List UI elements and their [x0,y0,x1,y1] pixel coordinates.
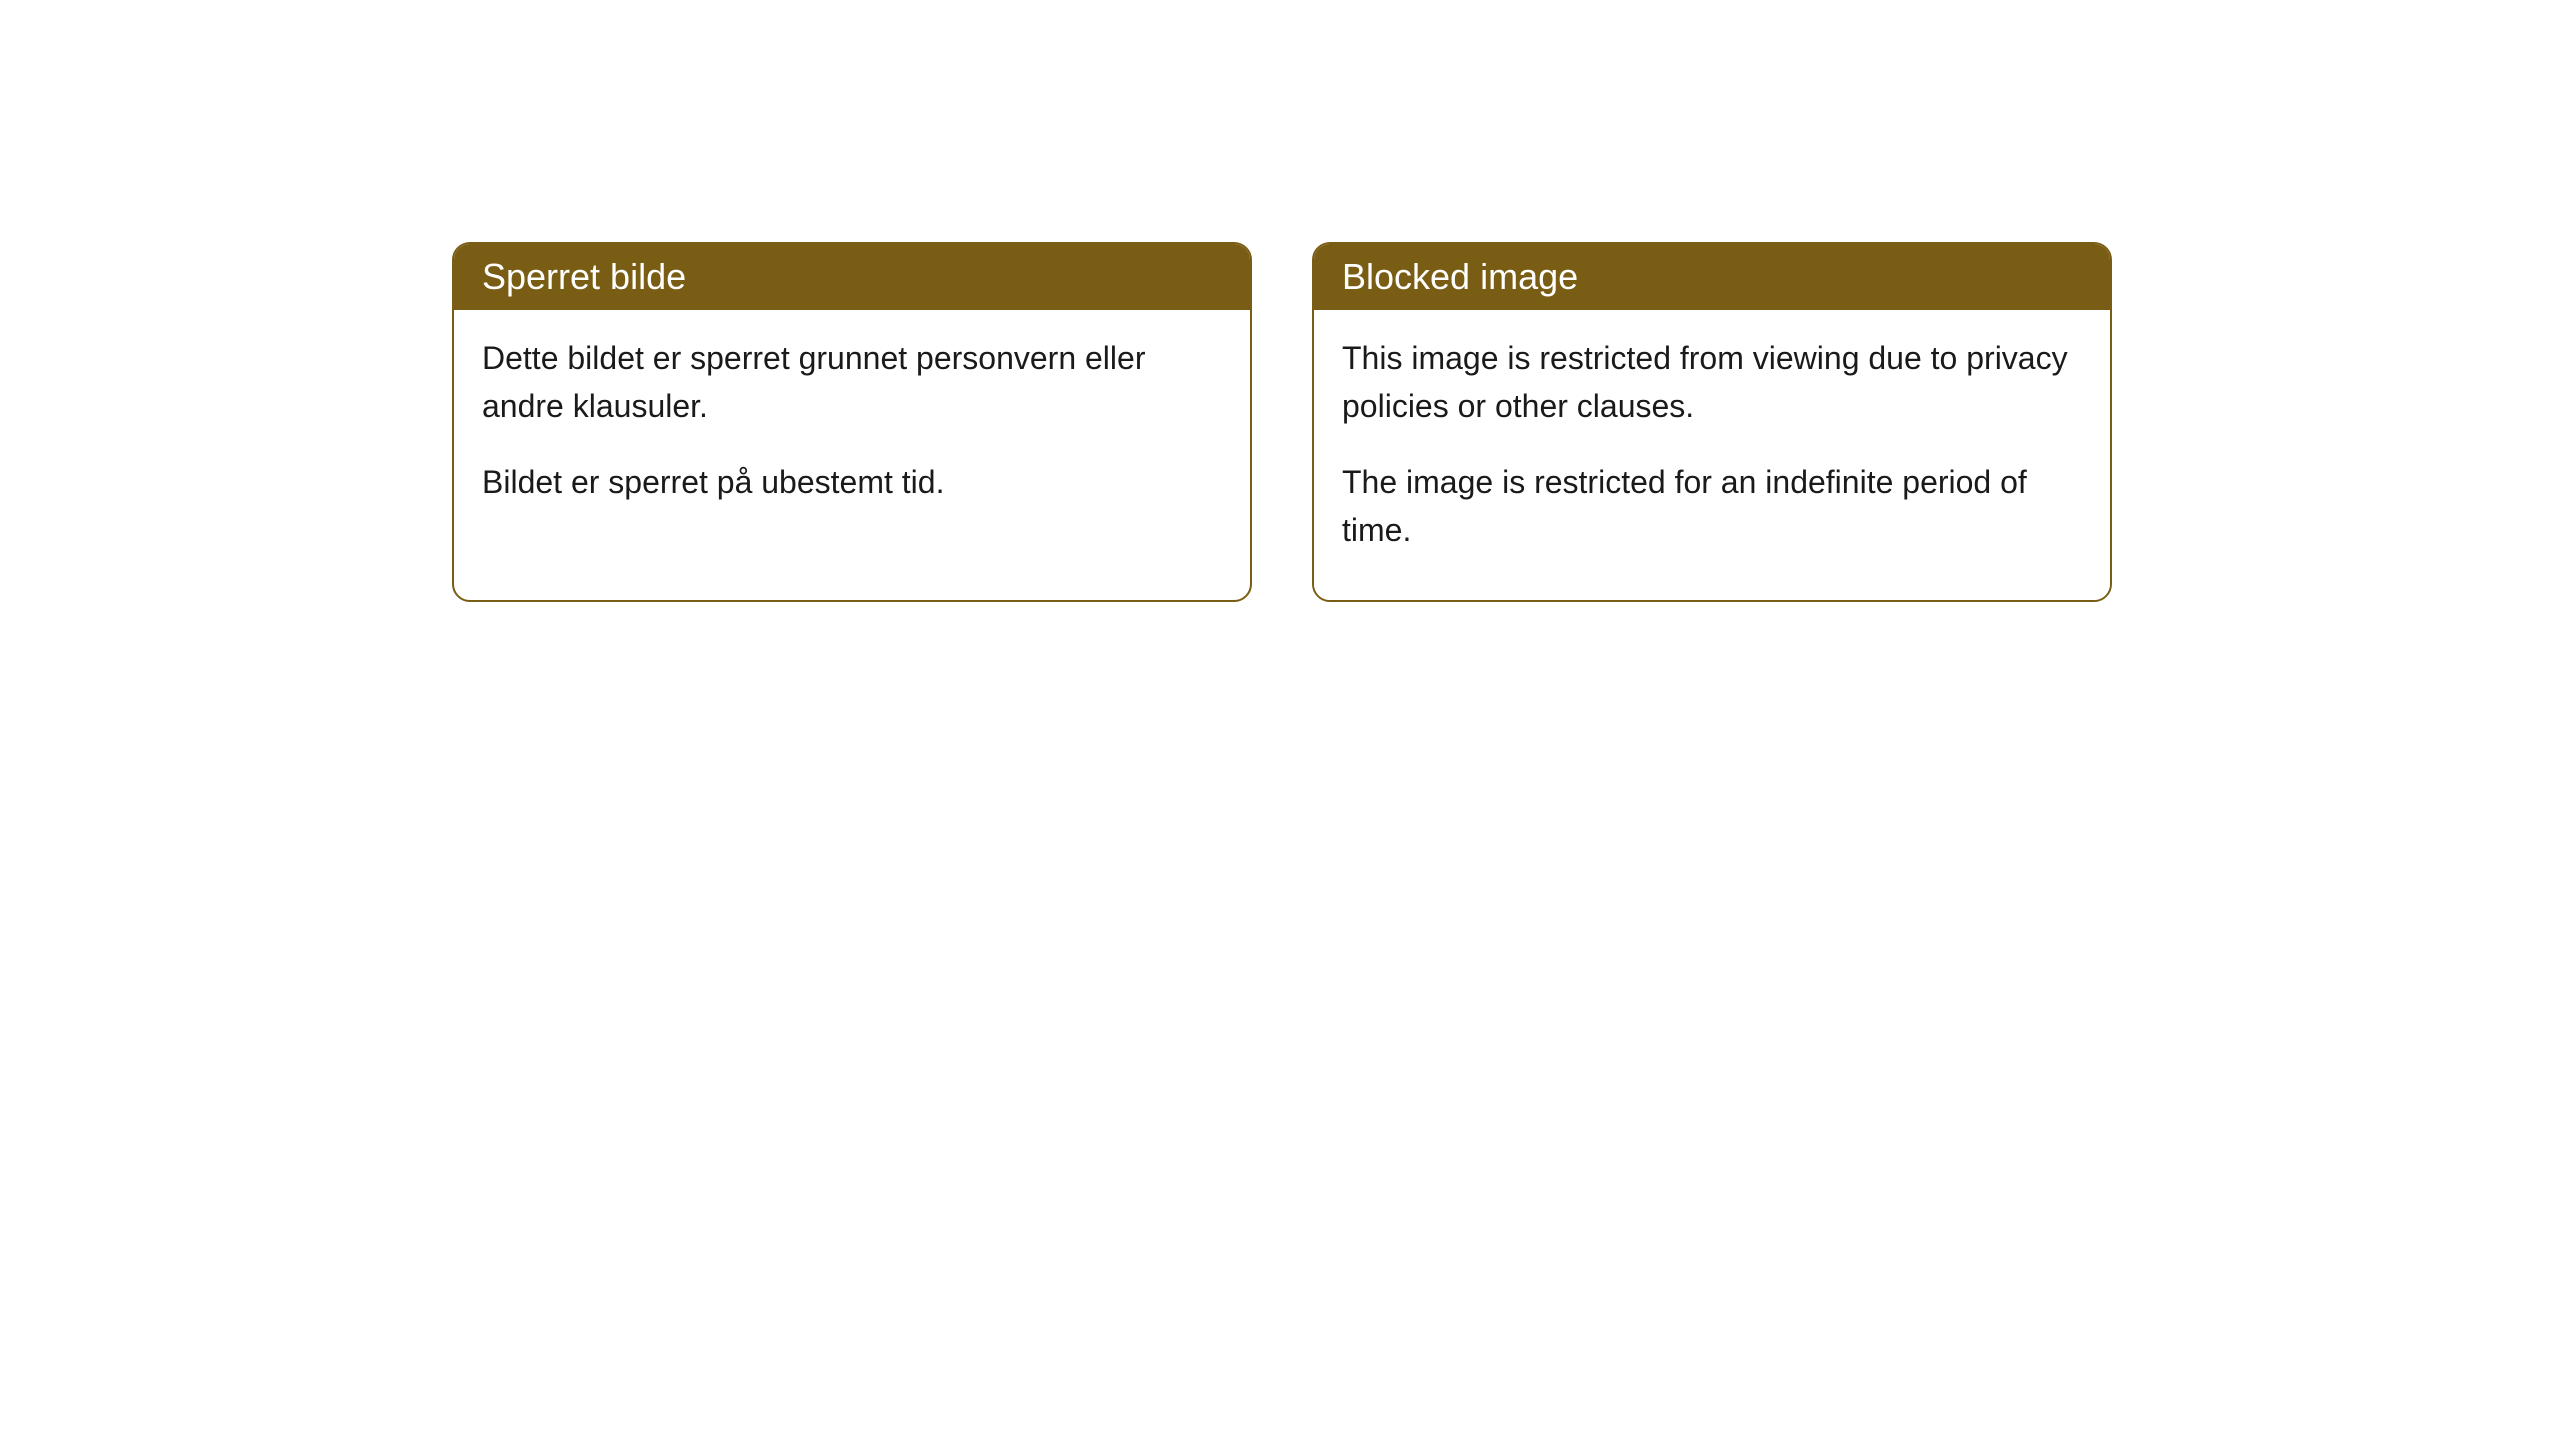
card-title: Sperret bilde [482,256,686,297]
card-paragraph: This image is restricted from viewing du… [1342,334,2082,430]
card-title: Blocked image [1342,256,1578,297]
blocked-image-card-norwegian: Sperret bilde Dette bildet er sperret gr… [452,242,1252,602]
card-body: Dette bildet er sperret grunnet personve… [454,310,1250,552]
card-paragraph: Dette bildet er sperret grunnet personve… [482,334,1222,430]
card-header: Sperret bilde [454,244,1250,310]
card-paragraph: Bildet er sperret på ubestemt tid. [482,458,1222,506]
card-body: This image is restricted from viewing du… [1314,310,2110,600]
card-paragraph: The image is restricted for an indefinit… [1342,458,2082,554]
notice-cards-container: Sperret bilde Dette bildet er sperret gr… [452,242,2112,602]
card-header: Blocked image [1314,244,2110,310]
blocked-image-card-english: Blocked image This image is restricted f… [1312,242,2112,602]
